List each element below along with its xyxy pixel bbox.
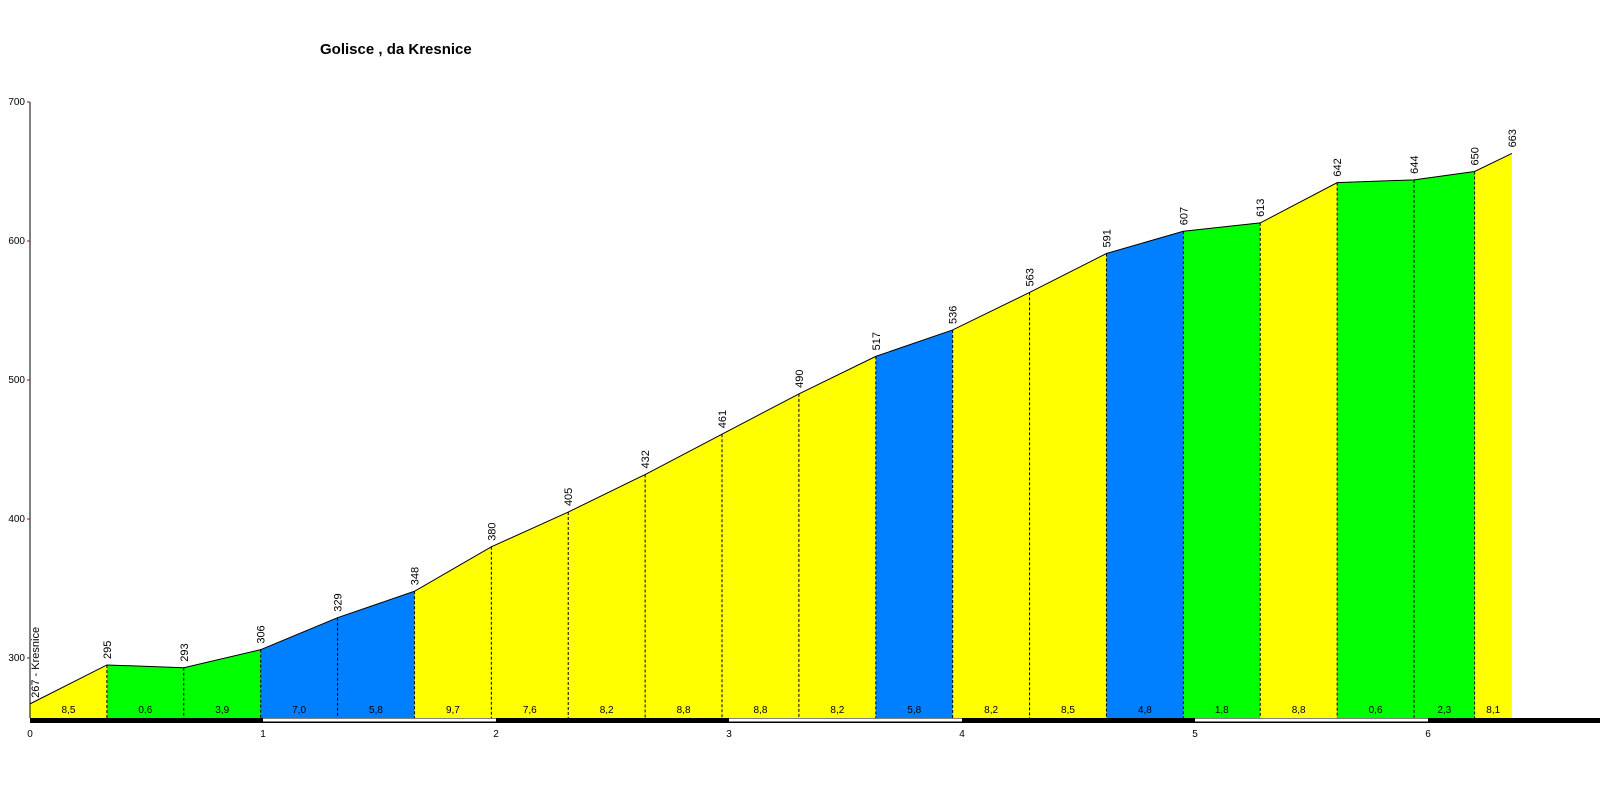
start-label: 267 - Kresnice — [30, 627, 42, 698]
segment-fill — [30, 664, 107, 718]
x-tick-label: 2 — [493, 729, 499, 740]
segment-fill — [1337, 179, 1415, 719]
grade-label: 8,8 — [1292, 705, 1306, 716]
elevation-label: 295 — [102, 641, 114, 659]
segment-fill — [1474, 153, 1512, 718]
segment-fill — [337, 591, 415, 718]
segment-fill — [106, 664, 184, 718]
x-tick-labels: 0 1 2 3 4 5 6 — [27, 729, 1431, 740]
scale-bar-block — [263, 718, 496, 722]
segment-fill — [875, 329, 953, 718]
grade-labels: 8,5 0,6 3,9 7,0 5,8 9,7 7,6 8,2 8,8 8,8 8,2 5,8 8,2 8… — [61, 705, 1500, 716]
scale-bar-block — [729, 718, 962, 722]
grade-label: 0,6 — [138, 705, 152, 716]
grade-label: 5,8 — [369, 705, 383, 716]
segment-fills — [30, 153, 1512, 719]
axes — [27, 101, 31, 718]
segment-fill — [952, 292, 1030, 718]
grade-label: 8,2 — [600, 705, 614, 716]
grade-label: 8,8 — [754, 705, 768, 716]
y-tick-label: 300 — [8, 653, 25, 664]
elevation-label: 663 — [1507, 129, 1519, 147]
elevation-label: 613 — [1255, 199, 1267, 217]
segment-fill — [183, 649, 261, 718]
segment-fill — [1260, 182, 1338, 718]
elevation-label: 306 — [256, 625, 268, 643]
elevation-label: 380 — [486, 522, 498, 540]
segment-fill — [568, 474, 646, 718]
y-tick-label: 600 — [8, 236, 25, 247]
segment-fill — [1029, 253, 1107, 718]
segment-fill — [1414, 171, 1475, 718]
segment-dividers — [106, 171, 1476, 718]
segment-fill — [1183, 222, 1261, 718]
segment-fill — [722, 393, 799, 718]
chart-title: Golisce , da Kresnice — [320, 41, 472, 58]
grade-label: 8,2 — [984, 705, 998, 716]
grade-label: 8,1 — [1486, 705, 1500, 716]
x-tick-label: 3 — [726, 729, 732, 740]
grade-label: 4,8 — [1138, 705, 1152, 716]
grade-label: 2,3 — [1437, 705, 1451, 716]
y-tick-label: 700 — [8, 97, 25, 108]
elevation-label: 517 — [871, 332, 883, 350]
grade-label: 8,8 — [677, 705, 691, 716]
grade-label: 8,5 — [61, 705, 75, 716]
grade-label: 1,8 — [1215, 705, 1229, 716]
grade-label: 8,2 — [830, 705, 844, 716]
x-tick-label: 1 — [260, 729, 266, 740]
elevation-label: 329 — [333, 593, 345, 611]
profile-line — [29, 152, 1513, 705]
elevation-label: 490 — [794, 370, 806, 388]
elevation-label: 644 — [1409, 155, 1421, 173]
segment-fill — [645, 434, 723, 718]
grade-label: 0,6 — [1369, 705, 1383, 716]
elevation-label: 293 — [179, 643, 191, 661]
segment-fill — [1106, 231, 1184, 718]
segment-fill — [260, 617, 338, 718]
grade-label: 3,9 — [215, 705, 229, 716]
elevation-label: 536 — [948, 306, 960, 324]
elevation-label: 348 — [409, 567, 421, 585]
grade-label: 8,5 — [1061, 705, 1075, 716]
distance-scale-bar — [30, 718, 1600, 723]
segment-fill — [798, 356, 876, 718]
elevation-label: 650 — [1470, 147, 1482, 165]
x-tick-label: 5 — [1192, 729, 1198, 740]
x-tick-label: 4 — [959, 729, 965, 740]
elevation-label: 607 — [1178, 207, 1190, 225]
segment-fill — [414, 546, 492, 718]
elevation-labels: 295 293 306 329 348 380 405 432 461 490 517 536 563 5… — [30, 129, 1519, 698]
scale-bar-block — [1195, 718, 1428, 722]
y-tick-label: 400 — [8, 514, 25, 525]
segment-fill — [491, 512, 569, 718]
grade-label: 9,7 — [446, 705, 460, 716]
grade-label: 5,8 — [907, 705, 921, 716]
x-tick-label: 6 — [1425, 729, 1431, 740]
elevation-label: 591 — [1101, 229, 1113, 247]
y-tick-label: 500 — [8, 375, 25, 386]
elevation-label: 461 — [717, 410, 729, 428]
grade-label: 7,0 — [292, 705, 306, 716]
x-tick-label: 0 — [27, 729, 33, 740]
elevation-label: 432 — [640, 450, 652, 468]
elevation-label: 642 — [1332, 158, 1344, 176]
y-tick-labels: 300 400 500 600 700 — [8, 97, 25, 664]
elevation-label: 563 — [1025, 268, 1037, 286]
elevation-label: 405 — [563, 488, 575, 506]
grade-label: 7,6 — [523, 705, 537, 716]
